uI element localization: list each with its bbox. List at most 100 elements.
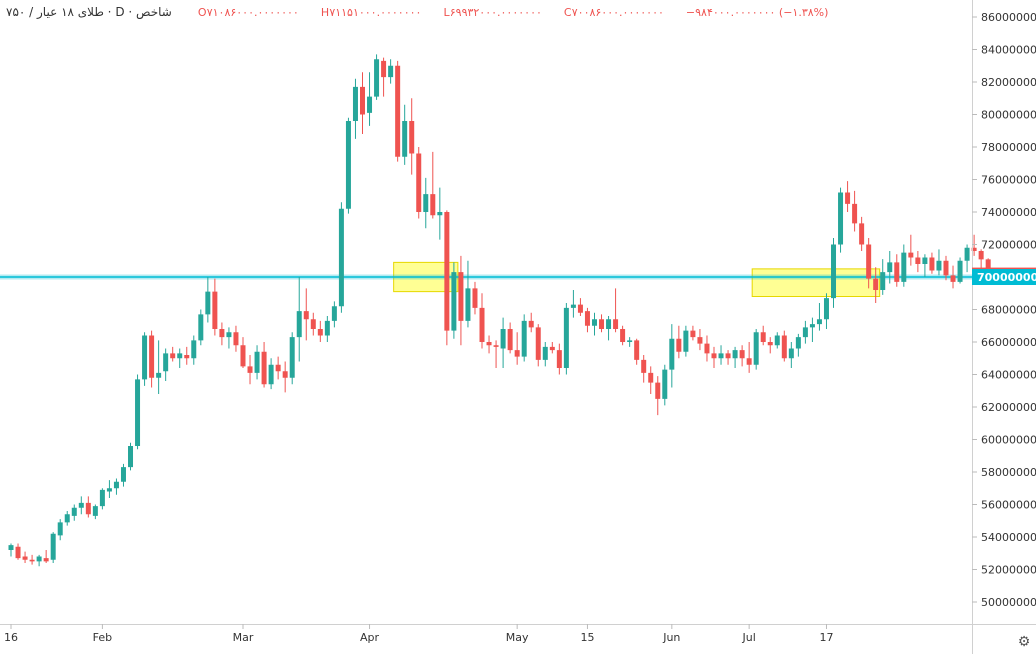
- candle-body: [261, 351, 267, 385]
- candle-body: [149, 335, 155, 378]
- candle-body: [535, 327, 541, 360]
- time-axis-label: 15: [580, 631, 594, 644]
- candle-body: [444, 212, 450, 331]
- candle-body: [71, 507, 77, 516]
- candle-body: [606, 319, 612, 329]
- candle-body: [184, 355, 190, 359]
- candle-body: [936, 260, 942, 271]
- candle-body: [620, 329, 626, 342]
- candle-body: [802, 327, 808, 338]
- price-axis[interactable]: 86000000. 84000000. 82000000. 80000000. 7800…: [972, 11, 1036, 609]
- candle-body: [542, 346, 548, 360]
- candle-body: [191, 340, 197, 359]
- candle-body: [732, 350, 738, 359]
- candle-body: [92, 506, 98, 516]
- time-axis[interactable]: 16 Feb Mar Apr May 15 Jun Jul 17: [4, 624, 833, 644]
- candle-body: [584, 311, 590, 326]
- candle-body: [381, 60, 387, 78]
- candle-body: [275, 364, 281, 372]
- candle-body: [781, 335, 787, 359]
- candle-body: [641, 359, 647, 373]
- price-axis-label: 50000000.: [981, 596, 1036, 609]
- candle-body: [831, 244, 837, 299]
- candle-body: [43, 558, 49, 562]
- symbol-title[interactable]: شاخص · D · طلای ۱۸ عیار / ۷۵۰: [6, 5, 172, 19]
- candle-body: [929, 257, 935, 271]
- candle-body: [760, 332, 766, 342]
- candle-body: [254, 351, 260, 373]
- candle-body: [142, 335, 148, 380]
- time-axis-label: 16: [4, 631, 18, 644]
- candle-body: [198, 314, 204, 341]
- candle-body: [493, 345, 499, 347]
- candle-body: [268, 364, 274, 385]
- candle-body: [500, 329, 506, 349]
- candle-body: [669, 338, 675, 370]
- candle-body: [430, 194, 436, 216]
- price-axis-label: 76000000.: [981, 174, 1036, 187]
- candle-body: [957, 260, 963, 282]
- candles-layer: [8, 54, 991, 567]
- highlight-zone: [751, 268, 881, 297]
- candle-body: [128, 446, 134, 468]
- candle-body: [880, 272, 886, 290]
- candle-body: [662, 369, 668, 399]
- candle-body: [521, 320, 527, 357]
- candle-body: [549, 346, 555, 351]
- candle-body: [873, 278, 879, 290]
- candle-body: [395, 65, 401, 157]
- candle-body: [648, 372, 654, 383]
- gear-icon[interactable]: ⚙: [1017, 634, 1031, 650]
- price-tags-layer: 70086000.70000000.: [972, 267, 1036, 285]
- candle-body: [303, 311, 309, 320]
- candle-body: [409, 121, 415, 154]
- time-axis-label: Jun: [662, 631, 680, 644]
- candle-body: [338, 208, 344, 307]
- price-axis-label: 60000000.: [981, 434, 1036, 447]
- candle-body: [296, 311, 302, 338]
- candle-body: [591, 319, 597, 326]
- candle-body: [345, 121, 351, 209]
- candle-body: [866, 244, 872, 279]
- time-axis-label: May: [506, 631, 529, 644]
- candle-body: [556, 350, 562, 368]
- price-axis-label: 56000000.: [981, 499, 1036, 512]
- candle-body: [753, 332, 759, 365]
- candle-body: [78, 502, 84, 508]
- candle-body: [577, 304, 583, 313]
- candle-body: [676, 338, 682, 352]
- candle-body: [367, 96, 373, 113]
- candle-body: [226, 332, 232, 338]
- candle-body: [451, 272, 457, 331]
- candle-body: [352, 86, 358, 121]
- candle-body: [22, 556, 28, 560]
- candle-body: [627, 340, 633, 342]
- price-axis-label: 62000000.: [981, 401, 1036, 414]
- candle-body: [472, 288, 478, 308]
- candle-body: [971, 247, 977, 251]
- candle-body: [816, 319, 822, 325]
- candle-body: [978, 251, 984, 260]
- time-axis-label: 17: [819, 631, 833, 644]
- candle-body: [823, 298, 829, 320]
- candle-body: [29, 559, 35, 562]
- candle-body: [725, 353, 731, 359]
- price-axis-label: 52000000.: [981, 564, 1036, 577]
- candle-body: [212, 291, 218, 329]
- candle-body: [437, 212, 443, 216]
- candle-body: [739, 350, 745, 359]
- candle-body: [402, 121, 408, 157]
- candle-body: [845, 192, 851, 204]
- candle-body: [57, 522, 63, 536]
- price-axis-label: 58000000.: [981, 466, 1036, 479]
- price-axis-label: 78000000.: [981, 141, 1036, 154]
- candle-body: [64, 514, 70, 523]
- candle-body: [156, 372, 162, 378]
- candle-body: [416, 153, 422, 212]
- candle-body: [838, 192, 844, 245]
- price-axis-label: 64000000.: [981, 369, 1036, 382]
- legend-close: C۷۰۰۸۶۰۰۰.۰۰۰۰۰۰۰: [563, 5, 664, 19]
- candle-body: [514, 350, 520, 357]
